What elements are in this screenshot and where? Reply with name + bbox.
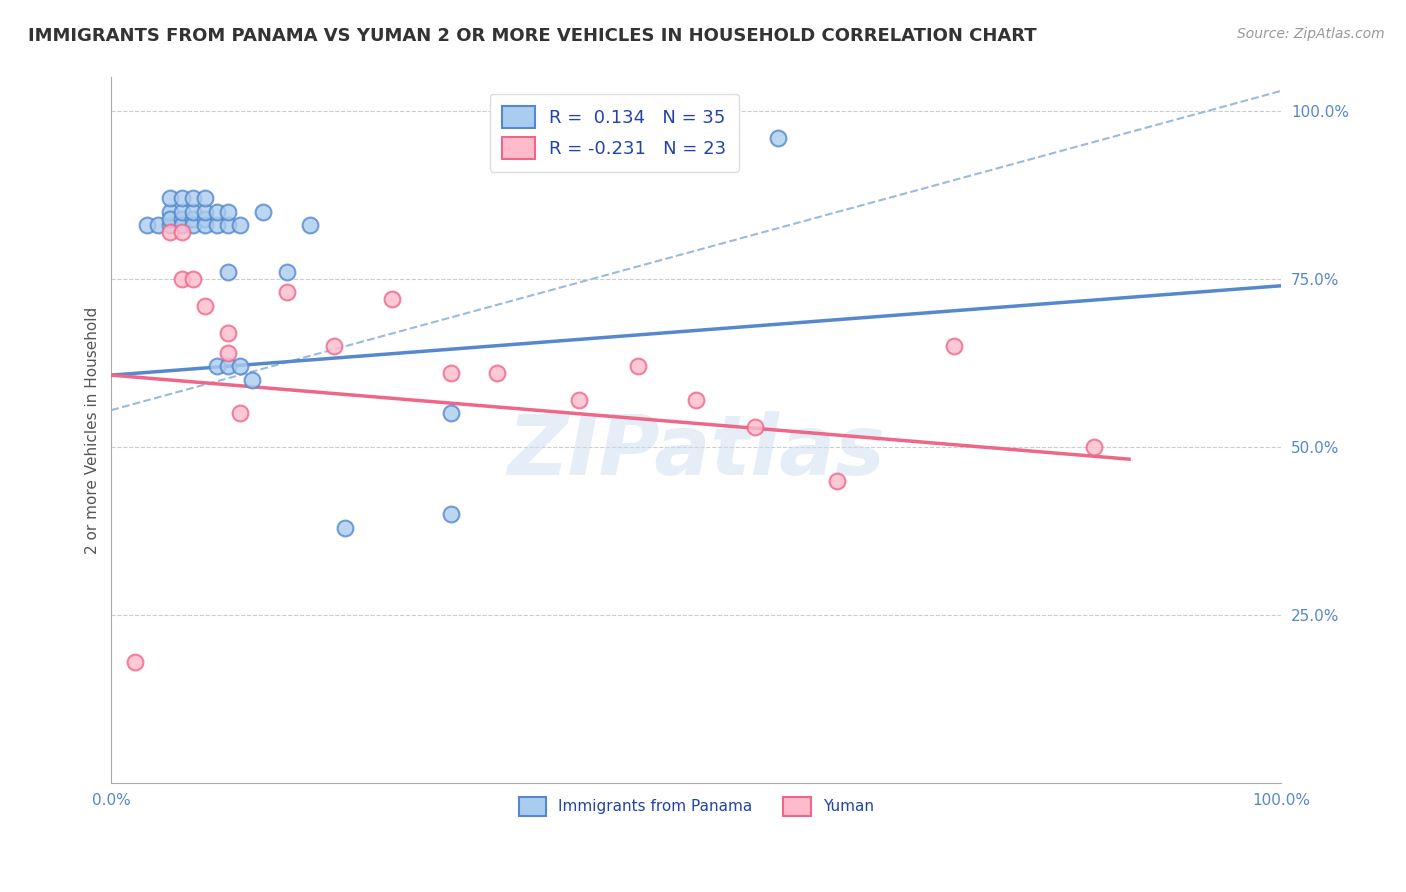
Text: Source: ZipAtlas.com: Source: ZipAtlas.com <box>1237 27 1385 41</box>
Point <box>229 219 252 233</box>
Point <box>439 366 461 380</box>
Point <box>766 131 789 145</box>
Point <box>217 219 239 233</box>
Point <box>159 204 181 219</box>
Point <box>194 211 217 226</box>
Y-axis label: 2 or more Vehicles in Household: 2 or more Vehicles in Household <box>86 307 100 554</box>
Point <box>486 366 509 380</box>
Legend: Immigrants from Panama, Yuman: Immigrants from Panama, Yuman <box>509 788 883 825</box>
Point <box>439 406 461 420</box>
Point <box>276 265 298 279</box>
Point <box>124 655 146 669</box>
Point <box>1083 440 1105 454</box>
Point <box>240 373 263 387</box>
Point <box>170 225 193 239</box>
Point <box>181 219 204 233</box>
Point <box>217 359 239 374</box>
Point <box>627 359 650 374</box>
Point <box>159 219 181 233</box>
Point <box>159 225 181 239</box>
Point <box>159 191 181 205</box>
Point <box>181 211 204 226</box>
Point <box>439 508 461 522</box>
Point <box>148 219 170 233</box>
Point <box>217 326 239 340</box>
Point <box>194 219 217 233</box>
Point <box>181 272 204 286</box>
Point <box>194 191 217 205</box>
Point <box>252 204 274 219</box>
Point <box>825 474 848 488</box>
Point <box>381 292 404 306</box>
Point <box>217 204 239 219</box>
Point <box>335 521 357 535</box>
Point <box>205 204 228 219</box>
Point <box>194 204 217 219</box>
Point <box>299 219 322 233</box>
Point <box>170 219 193 233</box>
Point <box>170 272 193 286</box>
Point <box>744 420 766 434</box>
Point <box>205 359 228 374</box>
Point <box>685 392 707 407</box>
Point <box>217 265 239 279</box>
Point <box>181 204 204 219</box>
Point <box>568 392 591 407</box>
Point <box>229 406 252 420</box>
Point <box>217 346 239 360</box>
Text: IMMIGRANTS FROM PANAMA VS YUMAN 2 OR MORE VEHICLES IN HOUSEHOLD CORRELATION CHAR: IMMIGRANTS FROM PANAMA VS YUMAN 2 OR MOR… <box>28 27 1036 45</box>
Point <box>194 299 217 313</box>
Point <box>205 219 228 233</box>
Point <box>170 204 193 219</box>
Point <box>181 191 204 205</box>
Point <box>229 359 252 374</box>
Point <box>942 339 965 353</box>
Text: ZIPatlas: ZIPatlas <box>508 411 886 491</box>
Point <box>276 285 298 300</box>
Point <box>135 219 157 233</box>
Point <box>159 211 181 226</box>
Point <box>170 211 193 226</box>
Point <box>170 191 193 205</box>
Point <box>322 339 344 353</box>
